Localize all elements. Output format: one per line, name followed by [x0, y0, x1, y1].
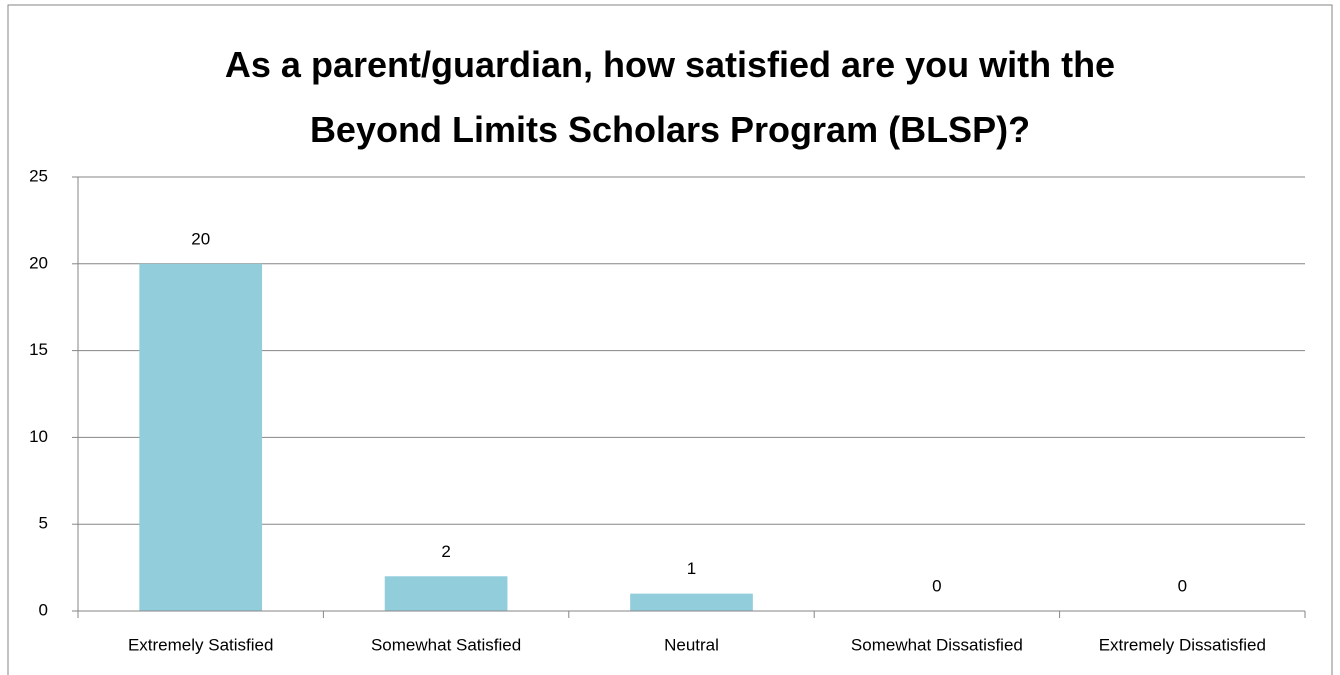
y-tick-label: 25: [29, 166, 48, 185]
data-label: 0: [1178, 576, 1187, 595]
y-tick-label: 15: [29, 340, 48, 359]
x-tick-label: Somewhat Dissatisfied: [851, 635, 1023, 654]
bar: [139, 263, 263, 611]
y-tick-label: 5: [39, 514, 48, 533]
data-label: 2: [441, 542, 450, 561]
x-tick-label: Neutral: [664, 635, 719, 654]
x-tick-label: Extremely Satisfied: [128, 635, 274, 654]
x-tick-label: Somewhat Satisfied: [371, 635, 521, 654]
bar: [630, 593, 753, 611]
chart-frame: [7, 4, 1333, 675]
data-label: 1: [687, 559, 696, 578]
y-tick-label: 0: [39, 600, 48, 619]
y-tick-label: 20: [29, 253, 48, 272]
data-label: 0: [932, 576, 941, 595]
x-tick-label: Extremely Dissatisfied: [1099, 635, 1266, 654]
chart-title: As a parent/guardian, how satisfied are …: [224, 44, 1116, 150]
y-tick-label: 10: [29, 427, 48, 446]
data-label: 20: [191, 229, 210, 248]
bar: [384, 576, 508, 611]
